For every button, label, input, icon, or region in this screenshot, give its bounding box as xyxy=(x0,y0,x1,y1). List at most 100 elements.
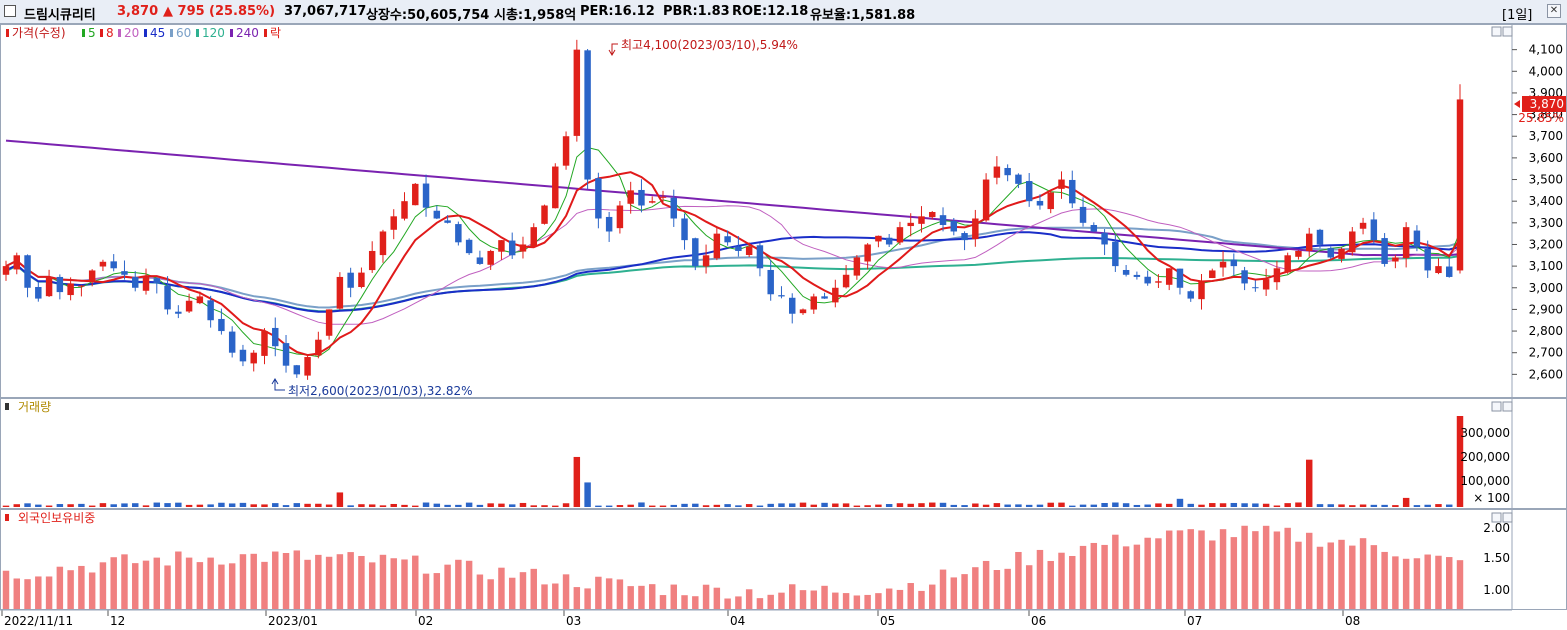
volume-panel-minimize-icon[interactable] xyxy=(1491,401,1502,412)
volume-bar xyxy=(810,504,818,507)
candle-body xyxy=(45,276,53,297)
candle-body xyxy=(1058,179,1065,189)
foreign-ratio-bar xyxy=(88,572,96,609)
foreign-ratio-bar xyxy=(325,556,333,609)
price-panel-close-icon[interactable] xyxy=(1502,26,1513,37)
candle-body xyxy=(1079,206,1087,223)
foreign-ratio-bar xyxy=(1090,542,1098,609)
foreign-ratio-bar xyxy=(1381,551,1388,609)
foreign-ratio-bar xyxy=(476,574,484,609)
ma240-line xyxy=(5,139,1461,257)
candle-body xyxy=(1381,238,1388,264)
foreign-panel-close-icon[interactable] xyxy=(1502,512,1513,523)
foreign-ratio-bar xyxy=(541,584,548,609)
foreign-ratio-bar xyxy=(99,562,107,609)
volume-bar xyxy=(670,504,677,507)
foreign-ratio-bar xyxy=(1101,544,1108,609)
foreign-ratio-bar xyxy=(508,577,516,609)
volume-bar xyxy=(853,505,861,507)
foreign-ratio-bar xyxy=(142,560,150,609)
volume-bar xyxy=(756,505,764,507)
candle-body xyxy=(508,240,516,256)
candle-body xyxy=(692,238,699,267)
foreign-ratio-bar xyxy=(799,590,807,609)
foreign-ratio-bar xyxy=(390,558,397,609)
volume-bar xyxy=(1338,504,1345,507)
candle-body xyxy=(401,201,408,219)
volume-bar xyxy=(207,504,214,507)
candle-body xyxy=(1370,219,1378,241)
volume-bar xyxy=(1273,505,1281,507)
volume-bar xyxy=(347,505,354,507)
candle-body xyxy=(1445,266,1453,277)
foreign-ratio-bar xyxy=(465,560,473,609)
foreign-ratio-bar xyxy=(1252,531,1259,609)
volume-bar xyxy=(185,504,193,507)
volume-bar xyxy=(218,502,225,507)
volume-bar xyxy=(142,505,150,507)
x-tick-label: 02 xyxy=(418,614,433,628)
candle-body xyxy=(272,327,279,347)
volume-bar xyxy=(325,504,333,507)
candle-body xyxy=(422,183,430,208)
volume-bar xyxy=(950,504,958,507)
candle-body xyxy=(638,189,645,206)
close-icon[interactable]: ✕ xyxy=(1547,4,1561,18)
volume-bar xyxy=(1392,505,1399,507)
volume-bar xyxy=(444,504,451,507)
low-arrow-icon xyxy=(271,378,285,391)
price-change: ▲ 795 xyxy=(163,4,205,19)
volume-bar xyxy=(778,503,785,507)
volume-bar xyxy=(530,505,537,507)
candle-body xyxy=(648,201,656,203)
candle-body xyxy=(918,216,925,224)
volume-bar xyxy=(939,502,947,507)
foreign-ratio-bar xyxy=(1327,542,1334,609)
candle-body xyxy=(681,218,688,241)
legend-label: 60 xyxy=(176,26,191,40)
foreign-ratio-bars xyxy=(2,525,1464,609)
y-tick-label: 2,600 xyxy=(1529,367,1563,381)
foreign-ratio-bar xyxy=(1122,546,1130,609)
foreign-ratio-bar xyxy=(1144,537,1151,609)
volume-bar xyxy=(196,504,204,507)
x-tick-label: 2022/11/11 xyxy=(4,614,73,628)
candle-body xyxy=(1036,200,1044,206)
price-panel-minimize-icon[interactable] xyxy=(1491,26,1502,37)
foreign-ratio-bar xyxy=(756,598,764,609)
candle-body xyxy=(228,331,236,353)
volume-bar xyxy=(121,503,128,507)
volume-bar xyxy=(541,505,548,507)
candle-body xyxy=(1230,259,1238,267)
candle-body xyxy=(907,222,914,227)
foreign-ratio-bar xyxy=(821,585,828,609)
volume-bar xyxy=(487,503,494,507)
foreign-ratio-bar xyxy=(1079,545,1087,609)
volume-panel-close-icon[interactable] xyxy=(1502,401,1513,412)
y-tick-label: 3,600 xyxy=(1529,151,1563,165)
volume-bar xyxy=(1370,504,1378,507)
volume-bar xyxy=(789,503,796,507)
x-tick-label: 06 xyxy=(1031,614,1046,628)
foreign-ratio-bar xyxy=(1445,557,1453,609)
select-checkbox[interactable] xyxy=(4,5,16,17)
volume-bar xyxy=(1359,504,1367,507)
x-tick-label: 05 xyxy=(880,614,895,628)
volume-bar xyxy=(648,505,656,507)
foreign-ratio-bar xyxy=(907,583,914,609)
foreign-ratio-bar xyxy=(164,565,171,609)
x-tick-label: 12 xyxy=(110,614,125,628)
foreign-ratio-bar xyxy=(1176,530,1184,609)
foreign-panel-minimize-icon[interactable] xyxy=(1491,512,1502,523)
volume-bar xyxy=(164,503,171,507)
candle-body xyxy=(1122,269,1130,275)
legend-marker xyxy=(144,29,147,37)
candle-body xyxy=(336,276,344,309)
volume-bar xyxy=(832,503,839,507)
foreign-ratio-bar xyxy=(1209,540,1216,609)
y-tick-label: 2,700 xyxy=(1529,346,1563,360)
ma20-line xyxy=(5,205,1461,325)
candle-body xyxy=(1413,230,1421,247)
period-selector[interactable]: [1일] xyxy=(1502,8,1533,23)
volume-bar xyxy=(702,505,710,507)
